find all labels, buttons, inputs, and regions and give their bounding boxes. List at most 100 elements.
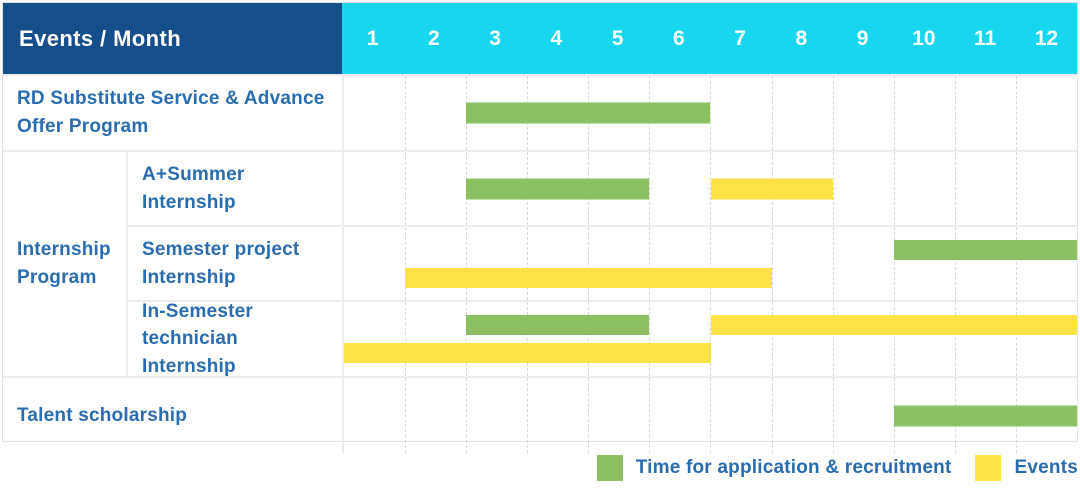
legend-item-application: Time for application & recruitment <box>596 455 952 481</box>
month-grid-cell <box>527 227 588 300</box>
row-semester-project-internship: Semester project Internship <box>126 225 1077 300</box>
internship-program-group: Internship Program A+Summer Internship S… <box>3 150 1077 377</box>
row-label-semester-project: Semester project Internship <box>128 227 342 300</box>
month-grid-cell <box>832 76 894 150</box>
row-label-text: Talent scholarship <box>17 404 188 426</box>
gantt-bar-application <box>466 178 650 199</box>
table-title: Events / Month <box>19 25 182 51</box>
month-header-10: 10 <box>912 26 936 50</box>
month-header-1: 1 <box>366 26 379 50</box>
gantt-bar-application <box>893 240 1077 260</box>
events-month-table: Events / Month 1 2 3 4 5 6 7 8 9 10 11 12 RD Substi… <box>2 2 1078 453</box>
month-grid-cell <box>344 227 405 300</box>
month-header-7: 7 <box>734 26 746 50</box>
month-grid-cell <box>1015 152 1077 225</box>
timeline-zone-summer <box>342 152 1077 225</box>
month-grid-cell <box>710 76 771 150</box>
legend-label-application: Time for application & recruitment <box>635 457 952 478</box>
month-grid-cell <box>954 76 1016 150</box>
month-header-8: 8 <box>795 26 808 50</box>
month-grid-cell <box>893 152 955 225</box>
month-grid-cell <box>1015 302 1077 376</box>
month-grid-cell <box>527 378 588 453</box>
events-month-header-cell: Events / Month <box>3 3 342 74</box>
row-label-a-plus-summer: A+Summer Internship <box>128 152 342 225</box>
gantt-bar-events <box>710 315 1077 335</box>
month-grid-cell <box>466 378 527 453</box>
month-grid-cell <box>588 302 649 376</box>
month-grid-cell <box>344 302 405 376</box>
month-grid-cell <box>893 227 955 300</box>
row-a-plus-summer-internship: A+Summer Internship <box>126 152 1077 225</box>
row-label-text: A+Summer Internship <box>142 163 245 213</box>
month-grid-cell <box>649 378 710 453</box>
month-header-9: 9 <box>856 26 869 50</box>
row-rd-substitute-service: RD Substitute Service & Advance Offer Pr… <box>3 74 1077 150</box>
month-grid-cell <box>771 378 833 453</box>
month-grid-cell <box>710 302 771 376</box>
month-grid-cell <box>710 227 771 300</box>
month-grid-cell <box>832 152 894 225</box>
month-grid-cell <box>954 227 1016 300</box>
row-label-text: In-Semester technician Internship <box>142 300 253 377</box>
internship-subrows: A+Summer Internship Semester project Int… <box>126 152 1077 377</box>
table-header-row: Events / Month 1 2 3 4 5 6 7 8 9 10 11 12 <box>3 3 1077 74</box>
month-header-11: 11 <box>974 26 997 50</box>
gantt-bar-application <box>466 315 650 335</box>
month-grid-cell <box>710 378 771 453</box>
gantt-bar-application <box>466 102 711 124</box>
month-header-3: 3 <box>489 26 501 50</box>
gantt-bar-application <box>893 405 1077 426</box>
row-label-text: RD Substitute Service & Advance Offer Pr… <box>17 88 325 137</box>
gantt-bar-events <box>344 343 711 363</box>
month-grid-cell <box>649 227 710 300</box>
gantt-bar-events <box>710 178 833 199</box>
month-grid-cell <box>771 302 833 376</box>
month-grid-cell <box>832 302 894 376</box>
month-grid-cell <box>771 227 833 300</box>
month-header-6: 6 <box>673 26 685 50</box>
month-grid-cell <box>527 302 588 376</box>
month-grid-cell <box>405 378 466 453</box>
timeline-zone-in-semester <box>342 302 1077 376</box>
row-label-text: Semester project Internship <box>142 238 300 288</box>
group-label-text: Internship Program <box>17 239 111 288</box>
month-grid-cell <box>649 152 710 225</box>
month-grid-cell <box>405 302 466 376</box>
month-header-12: 12 <box>1034 26 1059 50</box>
timeline-zone-semester-project <box>342 227 1077 300</box>
month-grid-cell <box>954 302 1016 376</box>
legend: Time for application & recruitment Event… <box>2 442 1078 494</box>
month-grid-cell <box>954 152 1016 225</box>
month-header-4: 4 <box>550 26 563 50</box>
month-grid-cell <box>405 227 466 300</box>
month-grid-cell <box>344 76 405 150</box>
month-grid-cell <box>405 76 466 150</box>
legend-label-events: Events <box>1014 457 1078 478</box>
row-label-rd-substitute-service: RD Substitute Service & Advance Offer Pr… <box>3 76 342 150</box>
month-grid-cell <box>832 378 894 453</box>
month-grid-cell <box>771 76 833 150</box>
legend-item-events: Events <box>975 455 1078 481</box>
month-grid-cell <box>588 378 649 453</box>
row-in-semester-technician-internship: In-Semester technician Internship <box>126 300 1077 377</box>
gantt-bar-events <box>405 268 772 288</box>
row-talent-scholarship: Talent scholarship <box>3 376 1077 453</box>
month-grid-cell <box>344 152 405 225</box>
month-grid-cell <box>405 152 466 225</box>
month-grid-cell <box>649 302 710 376</box>
month-grid-cell <box>1015 227 1077 300</box>
month-numbers-header: 1 2 3 4 5 6 7 8 9 10 11 12 <box>342 3 1077 74</box>
events-yellow-swatch-icon <box>975 455 1002 481</box>
group-label-internship-program: Internship Program <box>3 152 126 376</box>
month-grid-cell <box>1015 76 1077 150</box>
month-grid-cell <box>466 227 527 300</box>
month-grid-cell <box>893 76 955 150</box>
row-label-in-semester-technician: In-Semester technician Internship <box>128 301 342 377</box>
month-grid-cell <box>832 227 894 300</box>
row-label-talent-scholarship: Talent scholarship <box>3 378 342 453</box>
month-header-5: 5 <box>611 26 624 50</box>
month-header-2: 2 <box>428 26 440 50</box>
timeline-zone-rd <box>342 76 1077 150</box>
